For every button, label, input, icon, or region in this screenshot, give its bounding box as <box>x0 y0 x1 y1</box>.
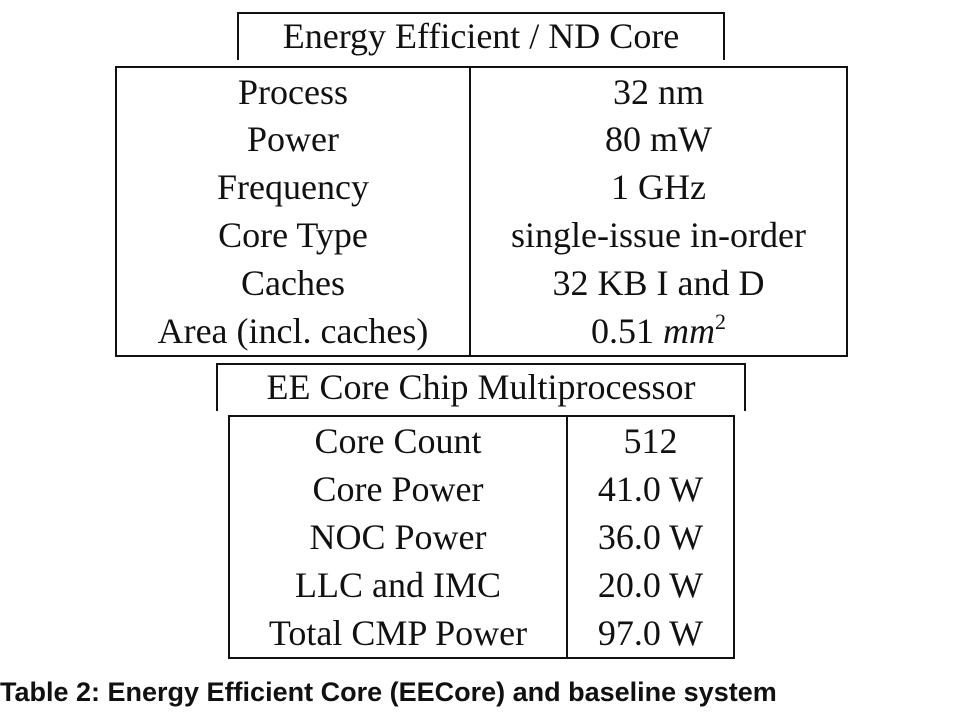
area-number: 0.51 <box>591 311 654 351</box>
table-row: Core Type single-issue in-order <box>117 211 846 259</box>
row-label: NOC Power <box>309 517 487 557</box>
row-value: 41.0 W <box>597 469 704 509</box>
row-value: 32 nm <box>612 72 704 112</box>
row-value: single-issue in-order <box>511 215 806 255</box>
area-exponent: 2 <box>715 309 726 334</box>
row-value: 97.0 W <box>597 613 704 653</box>
row-value: 512 <box>623 421 678 461</box>
row-label: Process <box>238 72 348 112</box>
table-row: Area (incl. caches) 0.51 mm2 <box>117 307 846 355</box>
row-label: Frequency <box>217 167 369 207</box>
row-value: 36.0 W <box>597 517 704 557</box>
table-caption: Table 2: Energy Efficient Core (EECore) … <box>0 677 777 707</box>
column-divider <box>469 68 471 355</box>
row-value: 0.51 mm2 <box>471 307 846 355</box>
row-label: Core Type <box>218 215 368 255</box>
table-row: Frequency 1 GHz <box>117 163 846 211</box>
table-row: NOC Power 36.0 W <box>230 513 733 561</box>
row-label: LLC and IMC <box>295 565 501 605</box>
row-value: 80 mW <box>605 119 712 159</box>
row-label: Area (incl. caches) <box>157 311 429 351</box>
table-row: Total CMP Power 97.0 W <box>230 609 733 657</box>
row-value: 32 KB I and D <box>552 263 765 303</box>
table-row: Power 80 mW <box>117 115 846 163</box>
table2-title: EE Core Chip Multiprocessor <box>216 363 746 411</box>
column-divider <box>566 417 568 657</box>
table-row: Core Count 512 <box>230 417 733 465</box>
row-label: Core Power <box>312 469 484 509</box>
row-value: 20.0 W <box>597 565 704 605</box>
row-label: Caches <box>241 263 345 303</box>
core-spec-table: Process 32 nm Power 80 mW Frequency 1 GH… <box>115 66 848 357</box>
area-unit: mm <box>663 311 715 351</box>
row-label: Power <box>247 119 339 159</box>
table-row: Process 32 nm <box>117 68 846 116</box>
table-row: Core Power 41.0 W <box>230 465 733 513</box>
row-label: Core Count <box>314 421 482 461</box>
row-value: 1 GHz <box>611 167 706 207</box>
table1-title: Energy Efficient / ND Core <box>237 12 725 60</box>
row-label: Total CMP Power <box>268 613 528 653</box>
cmp-spec-table: Core Count 512 Core Power 41.0 W NOC Pow… <box>228 415 735 659</box>
table-row: Caches 32 KB I and D <box>117 259 846 307</box>
table-row: LLC and IMC 20.0 W <box>230 561 733 609</box>
